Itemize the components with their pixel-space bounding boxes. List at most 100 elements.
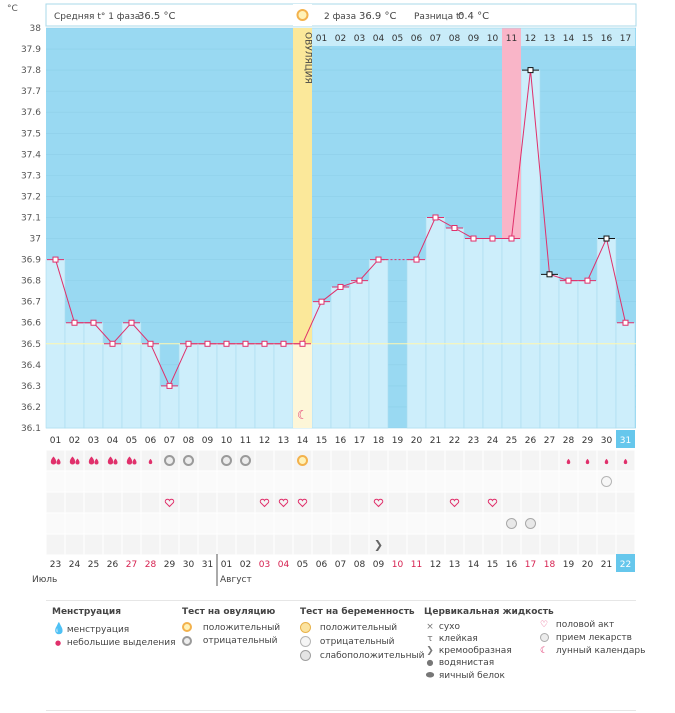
temperature-column — [216, 343, 237, 429]
temperature-line-segment — [511, 70, 531, 239]
temperature-point — [508, 235, 515, 242]
legend-item-label: водянистая — [438, 658, 495, 668]
temperature-column — [273, 343, 294, 429]
diff-label: Разница t° — [414, 12, 464, 22]
temperature-line-segment — [587, 238, 607, 281]
temperature-point — [584, 277, 591, 284]
blood-drop-icon — [88, 456, 95, 465]
temperature-line-segment — [131, 322, 151, 345]
temperature-column — [444, 227, 465, 429]
temperature-column — [615, 322, 636, 429]
temperature-point — [52, 256, 59, 263]
y-tick-label: 37.8 — [21, 66, 41, 76]
temperature-point — [356, 277, 363, 284]
legend-item: τ клейкая — [424, 634, 554, 644]
cycle-day-label: 24 — [487, 436, 499, 446]
phase2-day-label: 10 — [487, 34, 499, 44]
temperature-point — [242, 340, 249, 347]
temperature-column — [140, 343, 161, 429]
calendar-date-label: 09 — [373, 560, 385, 570]
calendar-date-label: 01 — [221, 560, 232, 570]
heart-icon — [373, 498, 384, 508]
legend-item: положительный — [182, 622, 280, 633]
temperature-column — [254, 343, 275, 429]
blood-drop-icon — [50, 456, 57, 465]
cycle-day-label: 31 — [620, 436, 631, 446]
cycle-day-label: 02 — [69, 436, 80, 446]
blood-drop-icon — [113, 458, 118, 465]
temperature-point — [603, 235, 610, 242]
watery-icon: ● — [426, 658, 434, 667]
blood-drop-icon: 💧 — [52, 622, 66, 635]
negative-test-icon — [183, 455, 194, 466]
month-label: Июль — [32, 575, 57, 585]
temperature-line-segment — [435, 217, 455, 229]
y-tick-label: 37 — [30, 235, 41, 245]
y-tick-label: 36.1 — [21, 424, 41, 434]
temperature-column — [463, 238, 484, 429]
calendar-date-label: 16 — [506, 560, 518, 570]
legend-item: ● водянистая — [424, 658, 554, 668]
temperature-line-segment — [454, 227, 474, 239]
phase2-day-label: 02 — [335, 34, 346, 44]
legend-item: ♡ половой акт — [540, 620, 645, 630]
negative-test-icon — [164, 455, 175, 466]
today-day-cell — [616, 430, 635, 448]
calendar-date-label: 29 — [164, 560, 176, 570]
legend-title: Тест на беременность — [300, 607, 415, 617]
temperature-line-segment — [530, 70, 550, 275]
cycle-day-label: 11 — [240, 436, 251, 446]
moon-icon: ☾ — [540, 646, 549, 656]
legend-other: ♡ половой акт прием лекарств ☾ лунный ка… — [540, 620, 645, 656]
blood-drop-icon — [56, 458, 61, 465]
calendar-date-label: 28 — [145, 560, 157, 570]
cycle-day-label: 21 — [430, 436, 441, 446]
legend-pregnancy-test: Тест на беременность положительный отриц… — [300, 607, 424, 661]
y-tick-label: 36.6 — [21, 319, 41, 329]
y-tick-label: 37.4 — [21, 150, 41, 160]
blood-drop-icon — [94, 458, 99, 465]
calendar-date-label: 26 — [107, 560, 119, 570]
temperature-column — [121, 322, 142, 429]
legend-item: 💧 менструация — [52, 622, 176, 635]
temperature-point — [147, 340, 154, 347]
y-tick-label: 36.5 — [21, 340, 41, 350]
phase2-day-label: 13 — [544, 34, 555, 44]
diff-value: 0.4 °C — [458, 11, 489, 22]
pill-icon — [506, 518, 517, 529]
legend-item: ⬬ яичный белок — [424, 670, 554, 681]
moon-icon: ☾ — [297, 408, 308, 422]
cycle-day-label: 15 — [316, 436, 327, 446]
y-tick-label: 37.1 — [21, 213, 41, 223]
temperature-line-segment — [416, 217, 436, 260]
temperature-line-segment — [150, 343, 170, 387]
temperature-column — [349, 280, 370, 429]
legend-item-label: отрицательный — [202, 636, 278, 646]
phase1-value: 36.5 °C — [138, 11, 175, 22]
legend-item-label: яичный белок — [438, 671, 505, 681]
calendar-date-label: 12 — [430, 560, 441, 570]
temperature-line-segment — [549, 273, 569, 282]
phase2-day-label: 05 — [392, 34, 403, 44]
weak-positive-icon — [300, 650, 311, 661]
temperature-column — [330, 286, 351, 429]
negative-pregnancy-icon — [601, 476, 612, 487]
positive-test-icon — [297, 455, 308, 466]
cycle-day-label: 14 — [297, 436, 309, 446]
temperature-column — [520, 69, 541, 429]
symbol-row — [45, 512, 637, 535]
temperature-point — [470, 235, 477, 242]
y-tick-label: 37.9 — [21, 45, 41, 55]
heart-icon: ♡ — [540, 620, 549, 630]
legend-item-label: прием лекарств — [555, 633, 632, 643]
temperature-column — [501, 238, 522, 429]
ovulation-column-lower — [293, 343, 312, 428]
blood-drop-icon — [107, 456, 114, 465]
legend-item-label: сухо — [438, 622, 460, 632]
small-drop-icon — [604, 458, 609, 465]
calendar-date-label: 08 — [354, 560, 366, 570]
calendar-date-label: 14 — [468, 560, 480, 570]
cycle-day-label: 01 — [50, 436, 61, 446]
